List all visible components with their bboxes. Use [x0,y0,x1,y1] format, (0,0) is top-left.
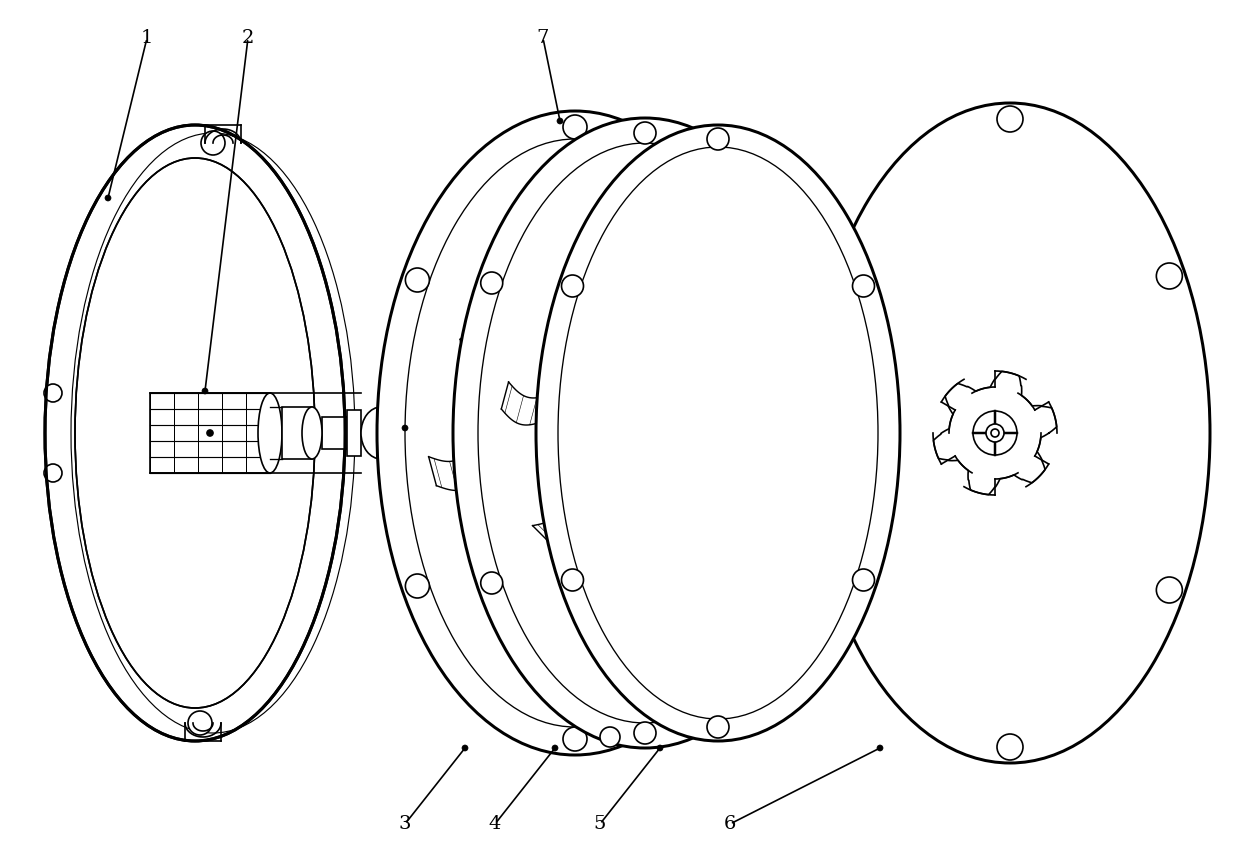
Circle shape [188,711,212,735]
Circle shape [720,268,744,292]
Circle shape [481,272,502,294]
Text: 7: 7 [537,29,549,47]
Circle shape [202,388,208,394]
Circle shape [634,122,656,144]
Text: 3: 3 [399,815,412,833]
Circle shape [997,734,1023,760]
Circle shape [852,569,874,591]
Ellipse shape [536,125,900,741]
Circle shape [787,272,810,294]
Bar [281,407,312,459]
Text: 5: 5 [594,815,606,833]
Circle shape [402,425,408,431]
Circle shape [563,115,587,139]
Ellipse shape [810,103,1210,763]
Circle shape [481,572,502,594]
Bar [150,393,270,473]
Circle shape [877,745,883,751]
Circle shape [105,195,112,201]
Circle shape [43,464,62,482]
Circle shape [838,577,863,603]
Circle shape [552,745,558,751]
Bar [322,417,347,449]
Circle shape [720,574,744,598]
Circle shape [632,421,657,445]
Circle shape [463,745,467,751]
Circle shape [207,430,213,436]
Circle shape [634,722,656,744]
Ellipse shape [361,407,401,459]
Circle shape [618,405,673,461]
Circle shape [43,384,62,402]
Circle shape [562,569,584,591]
Text: 6: 6 [724,815,737,833]
Ellipse shape [258,393,281,473]
Ellipse shape [303,407,322,459]
Text: 4: 4 [489,815,501,833]
Circle shape [707,716,729,738]
Circle shape [201,131,224,155]
Ellipse shape [74,158,315,708]
Circle shape [707,128,729,150]
Circle shape [1157,577,1183,603]
Circle shape [600,727,620,747]
Text: 2: 2 [242,29,254,47]
Circle shape [986,424,1004,442]
Circle shape [563,727,587,751]
Ellipse shape [377,111,773,755]
Circle shape [852,275,874,297]
Circle shape [405,574,429,598]
Ellipse shape [453,118,837,748]
Bar [347,410,361,456]
Ellipse shape [45,125,345,741]
Circle shape [838,263,863,289]
Text: 1: 1 [141,29,154,47]
Circle shape [557,118,563,124]
Circle shape [546,403,605,463]
Circle shape [405,268,429,292]
Circle shape [562,275,584,297]
Circle shape [657,745,663,751]
Circle shape [560,419,589,447]
Circle shape [997,106,1023,132]
Polygon shape [934,372,1056,494]
Circle shape [787,572,810,594]
Circle shape [1157,263,1183,289]
